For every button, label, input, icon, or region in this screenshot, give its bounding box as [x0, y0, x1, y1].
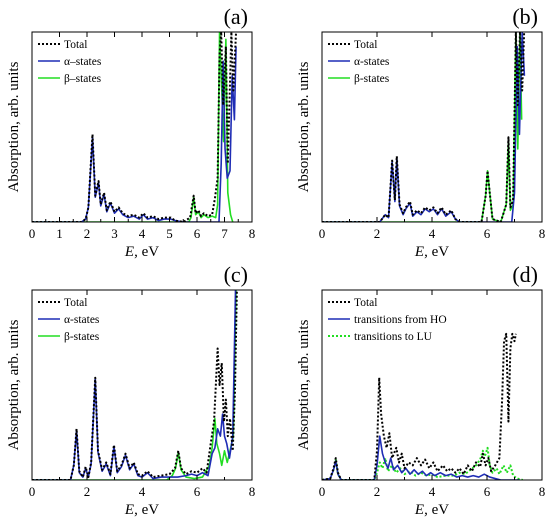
- x-tick-label: 5: [166, 226, 173, 241]
- y-axis-title: Absorption, arb. units: [6, 61, 22, 192]
- x-axis-title-symbol: E: [414, 244, 424, 260]
- panel-label: (d): [512, 262, 538, 287]
- x-tick-label: 0: [319, 226, 326, 241]
- x-axis-title-symbol: E: [124, 502, 134, 517]
- x-tick-label: 2: [374, 226, 381, 241]
- series-group: [322, 332, 524, 480]
- series-line-transitions-to-lu: [322, 446, 524, 480]
- x-tick-label: 7: [221, 226, 228, 241]
- x-tick-label: 4: [429, 226, 436, 241]
- panel-label: (a): [224, 4, 248, 29]
- legend-label: Total: [64, 297, 87, 309]
- x-tick-label: 8: [249, 484, 256, 499]
- legend-label: Total: [354, 39, 377, 51]
- x-axis-title: E, eV: [414, 244, 449, 260]
- x-axis-title: E, eV: [124, 244, 159, 260]
- series-group: [32, 32, 238, 222]
- legend: Total α-states β-states: [328, 39, 390, 85]
- x-tick-label: 2: [84, 484, 91, 499]
- chart-panel-1: 0 1 2 3 4 5 6 7 8 E, eV Absorption, arb. units (a) T…: [6, 4, 255, 260]
- legend-label: β–states: [64, 73, 102, 85]
- x-tick-label: 0: [29, 226, 36, 241]
- series-line-states: [32, 32, 234, 222]
- y-axis-title: Absorption, arb. units: [296, 319, 312, 450]
- series-line-total: [32, 32, 238, 222]
- legend-label: Total: [64, 39, 87, 51]
- legend-label: transitions to LU: [354, 331, 433, 343]
- legend-label: α-states: [354, 56, 390, 68]
- x-tick-label: 4: [429, 484, 436, 499]
- chart-panel-4: 0 2 4 6 8 E, eV Absorption, arb. units (d) Total…: [296, 262, 545, 517]
- x-tick-label: 2: [84, 226, 91, 241]
- series-line-states: [322, 32, 523, 222]
- chart-panel-2: 0 2 4 6 8 E, eV Absorption, arb. units (b) Total…: [296, 4, 545, 260]
- x-tick-label: 6: [194, 226, 201, 241]
- x-axis-title: E, eV: [124, 502, 159, 517]
- series-line-states: [32, 290, 237, 480]
- x-tick-label: 8: [249, 226, 256, 241]
- x-axis-title-unit: , eV: [424, 502, 449, 517]
- legend-label: Total: [354, 297, 377, 309]
- x-axis-title: E, eV: [414, 502, 449, 517]
- x-tick-label: 6: [484, 484, 491, 499]
- x-tick-label: 4: [139, 484, 146, 499]
- x-tick-label: 8: [539, 484, 546, 499]
- x-tick-label: 0: [29, 484, 36, 499]
- series-group: [322, 32, 526, 222]
- panel-label: (c): [224, 262, 248, 287]
- x-axis-title-unit: , eV: [134, 244, 159, 260]
- legend-label: transitions from HO: [354, 314, 447, 326]
- x-tick-label: 1: [56, 226, 63, 241]
- legend: Total transitions from HO transitions to L…: [328, 297, 447, 343]
- x-tick-label: 3: [111, 226, 118, 241]
- x-axis-title-symbol: E: [124, 244, 134, 260]
- x-axis-title-symbol: E: [414, 502, 424, 517]
- series-line-total: [322, 32, 526, 222]
- x-tick-label: 6: [484, 226, 491, 241]
- panel-label: (b): [512, 4, 538, 29]
- x-tick-label: 2: [374, 484, 381, 499]
- x-axis-title-unit: , eV: [134, 502, 159, 517]
- series-group: [32, 290, 238, 480]
- series-line-total: [32, 290, 238, 480]
- series-line-total: [322, 332, 517, 480]
- x-tick-label: 8: [539, 226, 546, 241]
- x-axis-title-unit: , eV: [424, 244, 449, 260]
- y-axis-title: Absorption, arb. units: [296, 61, 312, 192]
- legend-label: α–states: [64, 56, 102, 68]
- legend-label: α-states: [64, 314, 100, 326]
- series-line-states: [32, 290, 237, 480]
- series-line-transitions-from-ho: [322, 435, 520, 480]
- legend-label: β-states: [354, 73, 390, 85]
- series-line-states: [322, 32, 526, 222]
- x-tick-label: 4: [139, 226, 146, 241]
- y-axis-title: Absorption, arb. units: [6, 319, 22, 450]
- x-tick-label: 6: [194, 484, 201, 499]
- legend: Total α-states β-states: [38, 297, 100, 343]
- x-tick-label: 0: [319, 484, 326, 499]
- legend: Total α–states β–states: [38, 39, 102, 85]
- legend-label: β-states: [64, 331, 100, 343]
- series-line-states: [32, 46, 237, 222]
- chart-panel-3: 0 2 4 6 8 E, eV Absorption, arb. units (c) Total…: [6, 262, 255, 517]
